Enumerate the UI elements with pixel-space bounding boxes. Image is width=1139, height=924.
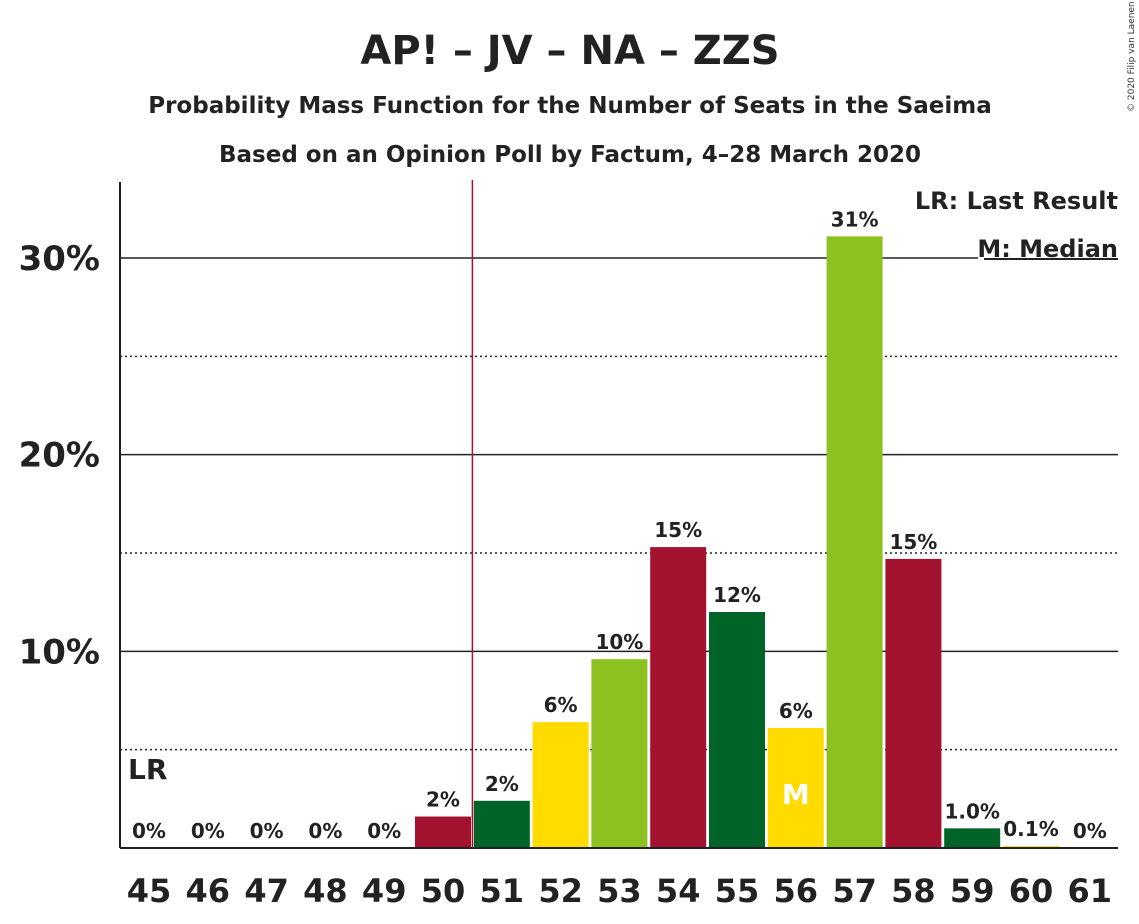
bar-seat-52	[532, 722, 589, 848]
annotations: 0% 0% 0% 0% 0% 2% 2% 6% 10% 15% 12% 6% 31% 15% 1.0%0.1…	[128, 180, 1107, 848]
gridlines	[120, 183, 1118, 751]
x-tick-label: 45	[127, 872, 172, 910]
bar-seat-54	[650, 547, 707, 848]
x-tick-label: 61	[1068, 872, 1113, 910]
median-marker: M	[782, 778, 810, 811]
bar-seat-59	[944, 828, 1001, 848]
x-tick-label: 49	[362, 872, 407, 910]
x-tick-label: 51	[480, 872, 525, 910]
axes: 10% 20% 30% 45 46 47 48 49 50 51 52 53 54 55 56 57 58 59 6…	[19, 182, 1118, 910]
bar-seat-51	[473, 800, 530, 848]
bar-seat-50	[415, 816, 471, 848]
x-tick-label: 53	[597, 872, 642, 910]
data-label: 2%	[426, 788, 460, 812]
x-tick-label: 55	[715, 872, 760, 910]
data-label: 1.0%	[944, 799, 999, 823]
y-tick-label: 30%	[19, 239, 100, 279]
bar-seat-58	[885, 558, 942, 848]
y-tick-label: 20%	[19, 436, 100, 476]
y-tick-label: 10%	[19, 632, 100, 672]
data-label: 10%	[595, 630, 643, 654]
bar-seat-56	[767, 728, 824, 848]
data-label: 0.1%	[1003, 817, 1058, 841]
x-tick-label: 47	[244, 872, 289, 910]
copyright: © 2020 Filip van Laenen	[1127, 1, 1137, 112]
data-label: 15%	[654, 518, 702, 542]
bar-seat-53	[591, 659, 648, 848]
data-label: 0%	[191, 819, 225, 843]
x-tick-label: 57	[832, 872, 877, 910]
data-label: 0%	[132, 819, 166, 843]
data-label: 12%	[713, 583, 761, 607]
legend-background	[978, 231, 1118, 267]
x-tick-label: 60	[1009, 872, 1054, 910]
legend-background	[930, 183, 1118, 219]
x-tick-label: 46	[186, 872, 231, 910]
data-label: 2%	[485, 772, 519, 796]
x-tick-label: 54	[656, 872, 701, 910]
data-label: 6%	[779, 699, 813, 723]
data-label: 0%	[367, 819, 401, 843]
x-tick-label: 56	[774, 872, 819, 910]
chart-subtitle: Probability Mass Function for the Number…	[148, 93, 992, 119]
bar-seat-55	[709, 612, 765, 848]
data-label: 0%	[250, 819, 284, 843]
data-label: 0%	[1073, 819, 1107, 843]
data-label: 0%	[308, 819, 342, 843]
x-tick-label: 50	[421, 872, 466, 910]
data-label: 31%	[831, 207, 879, 231]
data-label: 6%	[544, 693, 578, 717]
bars	[415, 236, 1059, 848]
x-tick-label: 52	[538, 872, 583, 910]
x-tick-label: 58	[891, 872, 936, 910]
data-label: 15%	[889, 530, 937, 554]
x-tick-label: 59	[950, 872, 995, 910]
chart-title: AP! – JV – NA – ZZS	[360, 28, 779, 74]
bar-seat-57	[826, 236, 883, 848]
last-result-marker: LR	[128, 753, 167, 786]
x-tick-label: 48	[303, 872, 348, 910]
chart-subtitle-poll: Based on an Opinion Poll by Factum, 4–28…	[219, 142, 921, 168]
legend-last-result: LR: Last Result	[915, 187, 1118, 215]
